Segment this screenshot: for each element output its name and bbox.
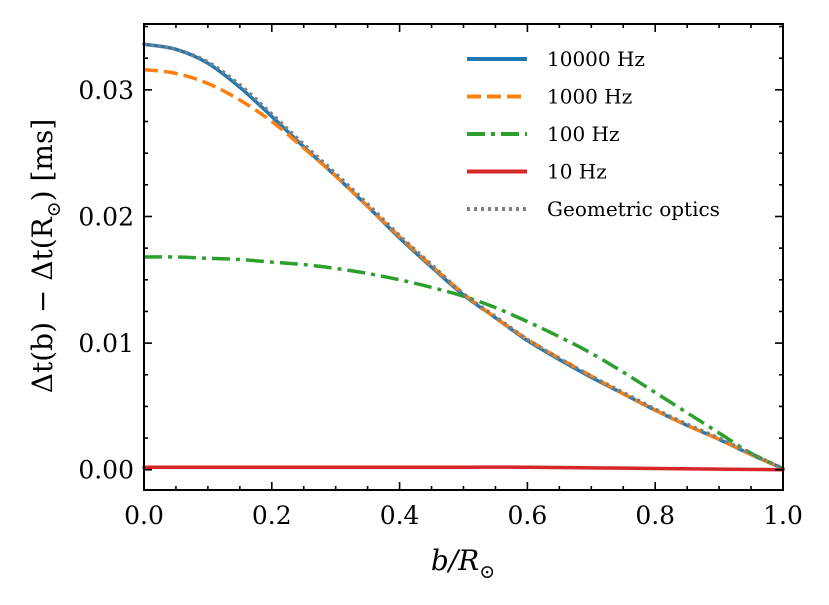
y-axis-label-end: ) [ms] xyxy=(26,119,59,202)
series-line-3 xyxy=(142,465,785,472)
series-line-2 xyxy=(143,255,784,471)
x-axis-label: b/R⊙ xyxy=(431,544,495,583)
y-tick-label: 0.00 xyxy=(78,456,134,485)
x-axis-label-main: b/R xyxy=(431,544,479,577)
x-tick-label: 0.4 xyxy=(380,501,420,530)
x-tick-label: 0.6 xyxy=(508,501,548,530)
legend: 10000 Hz 1000 Hz 100 Hz 10 Hz Geometric opti… xyxy=(467,47,720,221)
plot-frame xyxy=(143,23,784,491)
legend-label-1: 1000 Hz xyxy=(547,85,632,109)
x-tick-label: 0.8 xyxy=(635,501,675,530)
legend-label-3: 10 Hz xyxy=(547,160,607,184)
y-axis-label: Δt(b) − Δt(R⊙) [ms] xyxy=(26,119,65,394)
series-layer xyxy=(142,42,785,472)
x-tick-label: 0.2 xyxy=(252,501,292,530)
y-tick-label: 0.03 xyxy=(78,76,134,105)
x-tick-label: 1.0 xyxy=(763,501,803,530)
x-tick-label: 0.0 xyxy=(124,501,164,530)
series-line-0 xyxy=(142,42,785,471)
legend-label-4: Geometric optics xyxy=(547,197,720,221)
y-tick-label: 0.02 xyxy=(78,202,134,231)
y-tick-label: 0.01 xyxy=(78,329,134,358)
series-line-4 xyxy=(143,42,784,471)
y-axis-label-subscript: ⊙ xyxy=(43,201,65,217)
ticks-layer: 0.0 0.2 0.4 0.6 0.8 1.0 0.00 0.01 0.02 0.03 xyxy=(78,24,803,530)
series-line-1 xyxy=(143,67,784,471)
x-axis-label-subscript: ⊙ xyxy=(479,561,495,583)
y-axis-label-main: Δt(b) − Δt(R xyxy=(26,216,59,393)
legend-label-2: 100 Hz xyxy=(547,122,620,146)
legend-label-0: 10000 Hz xyxy=(547,47,645,71)
